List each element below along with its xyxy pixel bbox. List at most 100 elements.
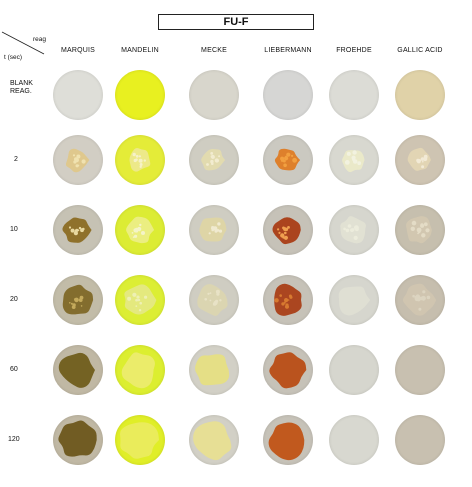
crystal-dot xyxy=(141,231,145,235)
reaction-spot xyxy=(402,283,437,316)
crystal-dot xyxy=(215,299,219,303)
crystal-dot xyxy=(292,157,297,163)
crystal-dot xyxy=(208,232,211,235)
crystal-dot xyxy=(284,298,289,303)
crystal-dot xyxy=(422,160,424,163)
reaction-well xyxy=(115,415,165,465)
crystal-dot xyxy=(144,295,148,299)
crystal-dot xyxy=(131,232,134,234)
crystal-dot xyxy=(139,223,142,227)
corner-label-reagent: reag xyxy=(33,36,47,43)
reaction-spot xyxy=(58,352,95,388)
crystal-dot xyxy=(215,289,220,294)
reaction-spot xyxy=(194,354,230,386)
reaction-well xyxy=(329,135,379,185)
crystal-dot xyxy=(350,228,354,232)
crystal-dot xyxy=(206,163,209,166)
reaction-spot xyxy=(58,420,97,457)
reaction-well xyxy=(329,70,379,120)
crystal-dot xyxy=(137,298,141,302)
crystal-dot xyxy=(138,158,143,163)
crystal-dot xyxy=(70,302,73,305)
reaction-spot xyxy=(269,352,307,389)
corner-label-time: t (sec) xyxy=(4,54,23,61)
crystal-dot xyxy=(216,292,220,296)
reaction-well xyxy=(189,205,239,255)
crystal-dot xyxy=(135,305,138,307)
row-label: BLANK REAG. xyxy=(10,80,33,96)
reaction-spot xyxy=(199,217,227,242)
crystal-dot xyxy=(277,228,280,231)
crystal-dot xyxy=(77,229,80,232)
crystal-dot xyxy=(280,233,285,238)
row-label: 60 xyxy=(10,366,18,374)
crystal-dot xyxy=(291,154,294,157)
crystal-dot xyxy=(426,295,431,300)
spot-area xyxy=(193,421,232,461)
reaction-spot xyxy=(274,148,301,171)
spot-area xyxy=(269,352,307,389)
reaction-well xyxy=(395,70,445,120)
crystal-dot xyxy=(284,156,289,161)
row-label-line: 60 xyxy=(10,366,18,373)
crystal-dot xyxy=(286,152,291,157)
column-header-mandelin: MANDELIN xyxy=(121,47,159,54)
corner-diagonal-line xyxy=(1,31,45,55)
crystal-dot xyxy=(138,229,141,232)
row-label-line: BLANK xyxy=(10,80,33,87)
reaction-well xyxy=(263,135,313,185)
crystal-dot xyxy=(135,298,138,302)
reaction-spot xyxy=(65,148,90,173)
crystal-dot xyxy=(285,304,289,309)
crystal-dot xyxy=(344,160,350,165)
crystal-dot xyxy=(346,151,351,156)
crystal-dot xyxy=(287,299,290,301)
crystal-dot xyxy=(352,150,357,155)
reaction-well xyxy=(189,345,239,395)
spot-area xyxy=(58,420,97,457)
reaction-well xyxy=(115,135,165,185)
reaction-spot xyxy=(62,217,92,243)
crystal-dot xyxy=(135,158,138,161)
reaction-spot xyxy=(126,216,155,244)
spot-area xyxy=(338,286,371,316)
crystal-dot xyxy=(134,234,138,238)
reaction-spot xyxy=(274,283,302,316)
crystal-dot xyxy=(74,297,79,303)
reaction-well xyxy=(395,415,445,465)
crystal-dot xyxy=(207,292,210,295)
crystal-dot xyxy=(209,299,212,302)
spot-area xyxy=(201,148,226,171)
spot-area xyxy=(121,352,155,389)
crystal-dot xyxy=(425,228,430,233)
column-header-mecke: MECKE xyxy=(201,47,227,54)
reaction-well xyxy=(53,415,103,465)
crystal-dot xyxy=(416,227,422,233)
reaction-well xyxy=(189,135,239,185)
crystal-dot xyxy=(132,152,136,157)
reaction-well xyxy=(395,135,445,185)
crystal-dot xyxy=(410,226,415,231)
crystal-dot xyxy=(289,295,293,299)
crystal-dot xyxy=(139,163,143,166)
crystal-dot xyxy=(210,159,214,164)
crystal-dot xyxy=(411,220,417,226)
reaction-spot xyxy=(340,216,366,244)
crystal-dot xyxy=(212,302,217,306)
crystal-dot xyxy=(357,161,362,166)
spot-area xyxy=(268,422,305,461)
reaction-spot xyxy=(406,216,432,244)
reaction-well xyxy=(263,70,313,120)
reaction-well xyxy=(53,135,103,185)
reaction-spot xyxy=(129,148,151,172)
crystal-dot xyxy=(135,154,139,158)
column-header-marquis: MARQUIS xyxy=(60,47,96,54)
crystal-dot xyxy=(72,154,76,157)
crystal-dot xyxy=(71,305,76,309)
crystal-dot xyxy=(354,225,359,230)
reaction-spot xyxy=(272,217,301,245)
crystal-dot xyxy=(143,159,146,162)
spot-area xyxy=(124,284,157,315)
crystal-dot xyxy=(81,159,86,164)
crystal-dot xyxy=(345,228,350,233)
